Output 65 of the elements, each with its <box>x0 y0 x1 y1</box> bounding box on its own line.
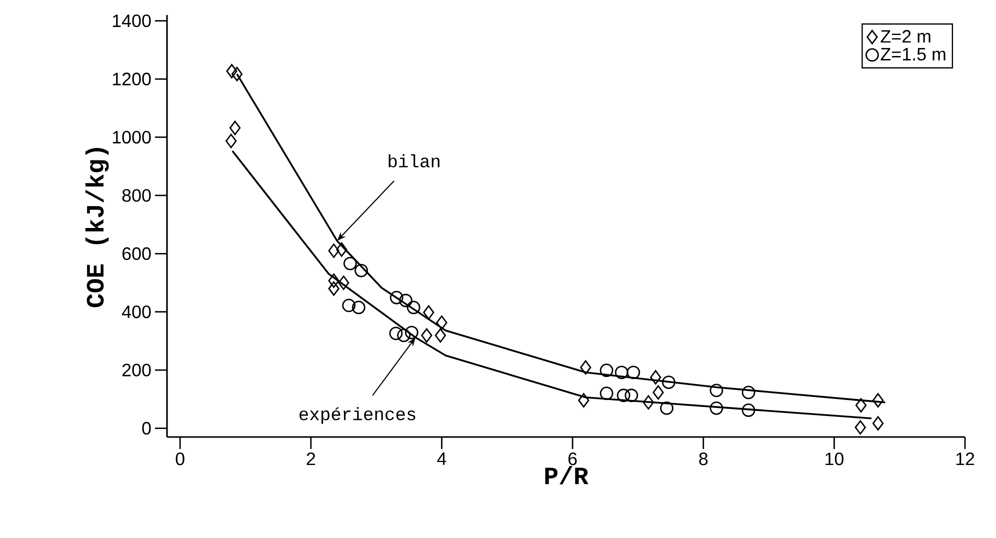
point <box>342 298 356 312</box>
point <box>600 386 614 400</box>
annotation: expériences <box>300 407 416 424</box>
legend-label: Z=1.5 m <box>880 48 946 61</box>
x-tick-label: 2 <box>306 452 315 466</box>
y-axis-title: COE (kJ/kg) <box>85 148 109 308</box>
point <box>352 300 366 314</box>
point <box>854 420 866 435</box>
point <box>399 294 412 308</box>
point <box>662 376 676 389</box>
point <box>650 370 662 385</box>
point <box>600 364 614 378</box>
point <box>436 315 448 330</box>
point <box>226 134 237 148</box>
point <box>390 290 404 304</box>
legend-label: Z=2 m <box>880 30 930 43</box>
point <box>710 384 724 398</box>
point <box>616 388 630 402</box>
point <box>710 401 724 415</box>
point <box>231 66 243 82</box>
point <box>872 416 884 431</box>
point <box>742 386 756 400</box>
y-tick-label: 600 <box>122 247 151 260</box>
point <box>626 366 640 380</box>
point <box>389 326 403 340</box>
point <box>855 398 867 412</box>
y-tick-label: 1200 <box>112 72 151 86</box>
point <box>742 404 756 417</box>
point <box>328 281 340 296</box>
point <box>338 276 350 290</box>
point <box>336 242 348 257</box>
point <box>354 264 368 278</box>
point <box>872 393 884 408</box>
y-tick-label: 0 <box>142 422 151 435</box>
point <box>580 360 592 375</box>
point <box>397 328 410 342</box>
point <box>624 388 638 402</box>
point <box>578 393 590 408</box>
y-tick-label: 400 <box>122 305 151 318</box>
y-tick-label: 200 <box>122 364 151 376</box>
x-tick-label: 12 <box>956 452 974 466</box>
x-axis-title: P/R <box>545 466 588 484</box>
y-tick-label: 800 <box>122 189 151 202</box>
point <box>652 385 664 400</box>
point <box>614 366 628 380</box>
point <box>328 274 340 288</box>
point <box>404 326 418 340</box>
x-tick-label: 6 <box>568 452 577 466</box>
point <box>328 244 340 258</box>
point <box>343 256 357 270</box>
x-tick-label: 8 <box>699 452 708 466</box>
x-tick-label: 10 <box>826 452 844 466</box>
point <box>660 401 674 415</box>
point <box>423 305 434 320</box>
y-tick-label: 1000 <box>112 130 151 144</box>
point <box>229 120 241 136</box>
y-tick-label: 1400 <box>112 14 151 28</box>
point <box>642 395 654 410</box>
x-tick-label: 0 <box>176 452 184 466</box>
point <box>434 328 446 343</box>
point <box>421 328 432 343</box>
x-tick-label: 4 <box>437 452 446 465</box>
point <box>226 64 238 78</box>
point <box>406 300 420 314</box>
annotation: bilan <box>388 154 440 168</box>
